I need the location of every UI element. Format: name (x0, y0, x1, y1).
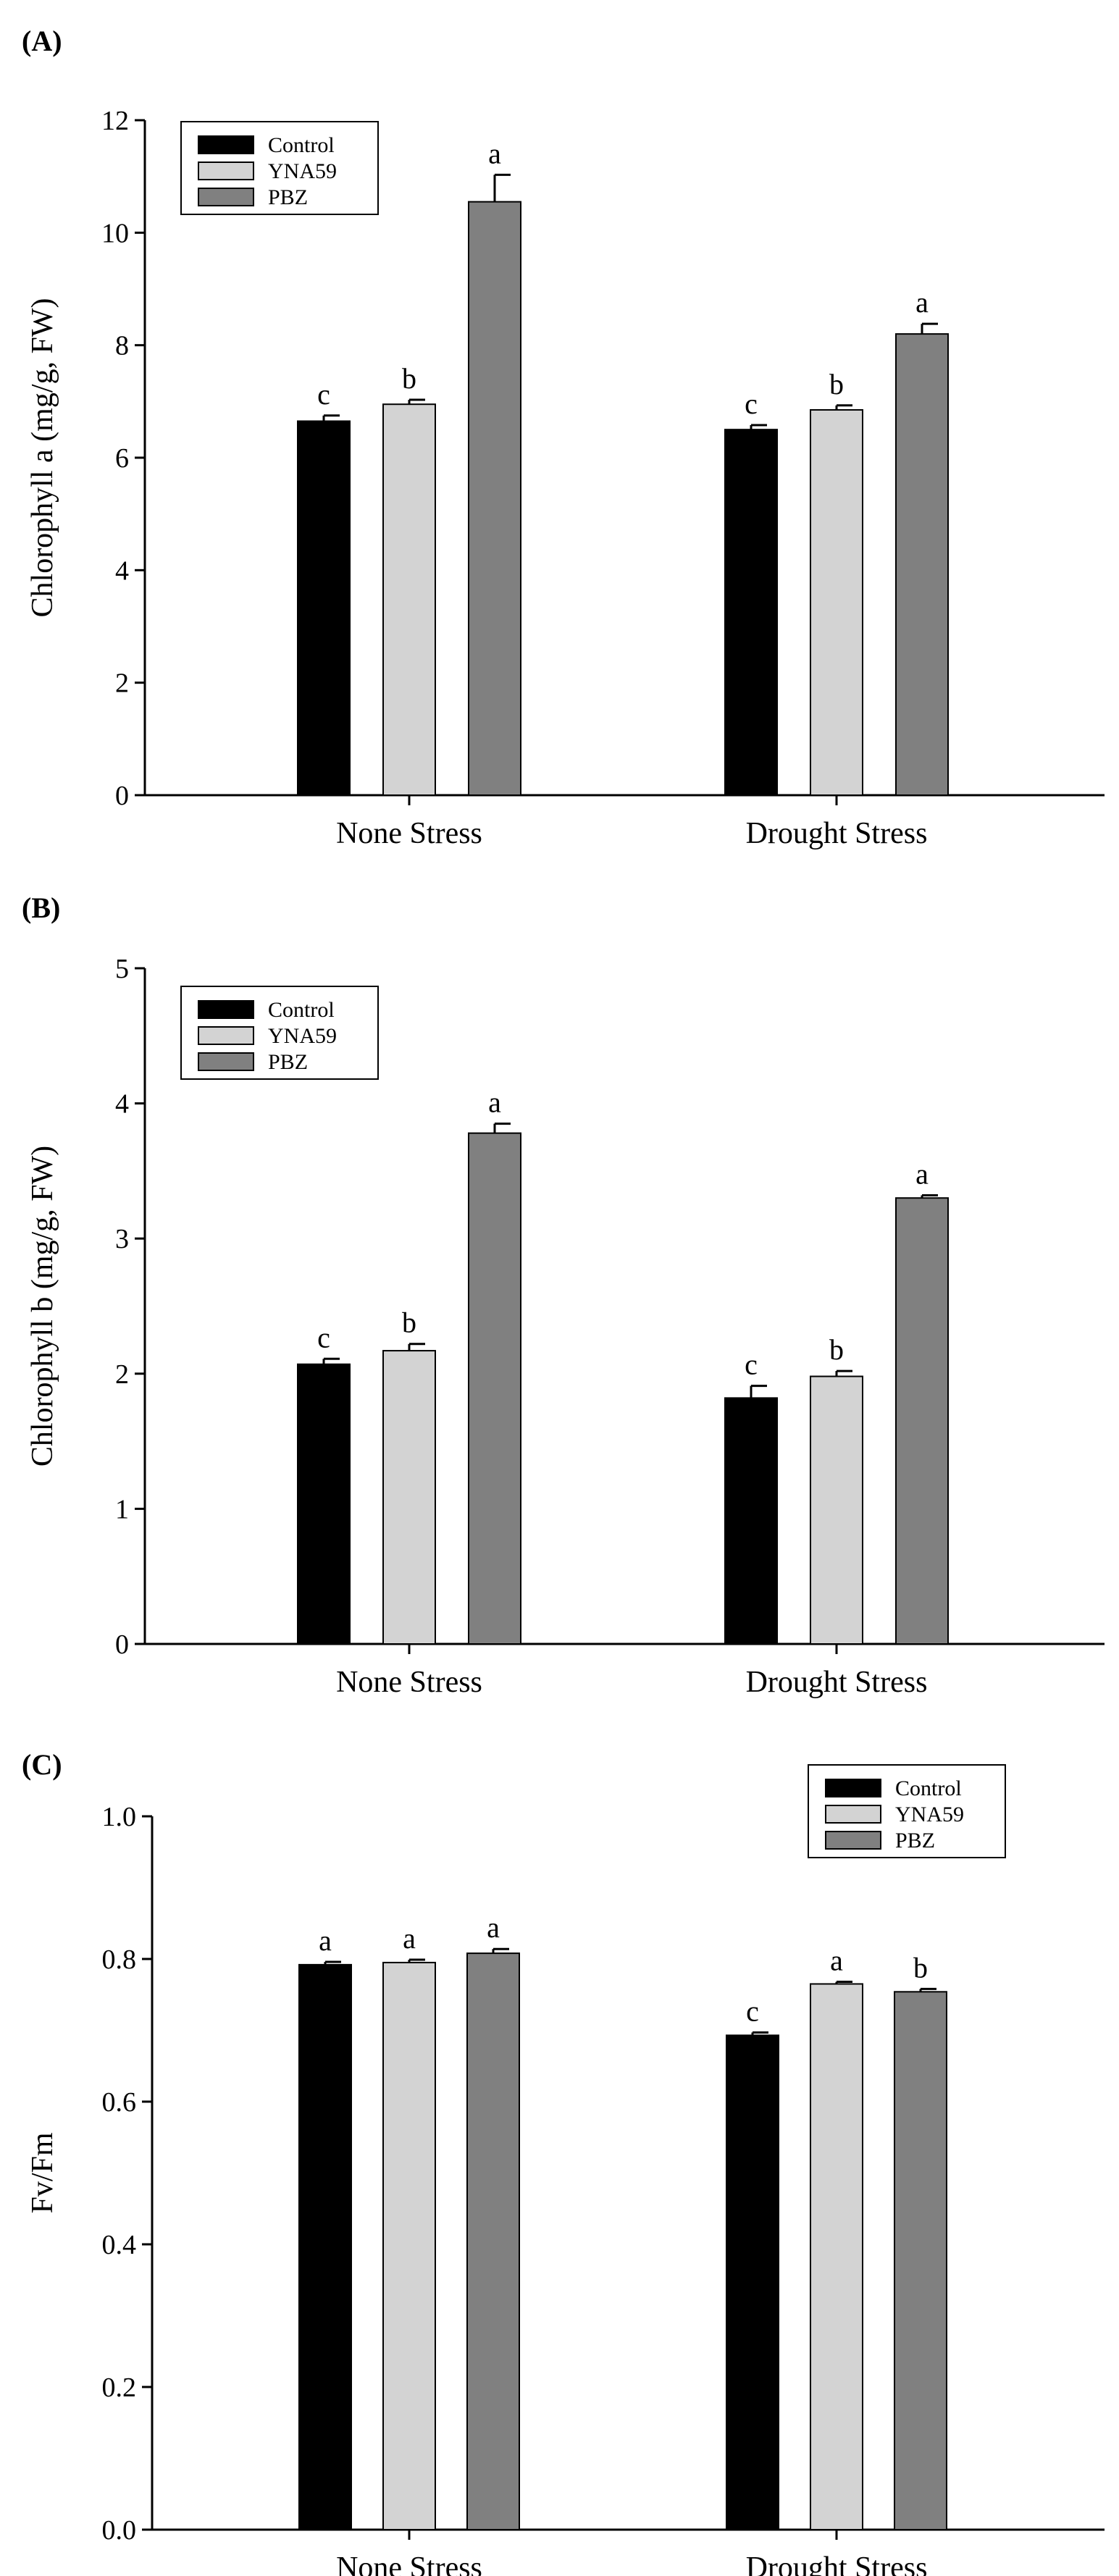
x-category-label: Drought Stress (746, 1666, 928, 1699)
significance-letter: c (317, 1321, 330, 1354)
legend-label: YNA59 (268, 159, 337, 183)
legend-swatch-control (198, 135, 254, 154)
y-tick-label: 0.8 (102, 1944, 137, 1975)
chart-panel-b: (B) 0 1 2 3 4 5 Chlorophyll b (mg/g, FW) None St… (22, 891, 1105, 1699)
significance-letter: b (829, 368, 844, 400)
bar-yna59-drought-stress (810, 1375, 863, 1645)
chart-panel-a: (A) 0 2 4 6 8 10 12 Chlorophyll a (mg/g, FW) None… (22, 25, 1105, 850)
legend-label: YNA59 (268, 1024, 337, 1048)
y-tick-label: 6 (115, 443, 129, 474)
legend-label: YNA59 (895, 1803, 964, 1826)
x-category-label: None Stress (336, 817, 482, 850)
legend-swatch-pbz (198, 1052, 254, 1071)
legend-label: PBZ (268, 185, 308, 209)
legend: Control YNA59 PBZ (808, 1764, 1006, 1858)
bar-yna59-none-stress (382, 1961, 436, 2531)
panel-label: (A) (22, 25, 62, 57)
y-tick-label: 12 (101, 106, 129, 136)
significance-letter: a (488, 137, 501, 169)
bar-pbz-none-stress (468, 1132, 521, 1645)
y-tick-label: 3 (115, 1224, 129, 1254)
legend-swatch-pbz (198, 188, 254, 206)
y-axis-title: Chlorophyll b (mg/g, FW) (26, 1146, 59, 1467)
x-category-label: Drought Stress (746, 2551, 928, 2576)
x-category-label: None Stress (336, 1666, 482, 1699)
y-tick-label: 0.4 (102, 2230, 137, 2260)
significance-letter: a (915, 286, 929, 319)
y-tick-label: 2 (115, 1359, 129, 1390)
y-tick-label: 0.0 (102, 2515, 137, 2546)
significance-letter: a (830, 1944, 843, 1977)
significance-letter: c (317, 378, 330, 411)
legend-label: Control (895, 1776, 962, 1800)
x-category-label: None Stress (336, 2551, 482, 2576)
significance-letter: c (746, 1994, 759, 2027)
y-tick-label: 5 (115, 954, 129, 984)
significance-letter: b (402, 1306, 416, 1339)
significance-letter: b (402, 362, 416, 395)
y-tick-label: 1.0 (102, 1802, 137, 1832)
bar-control-drought-stress (724, 1397, 778, 1645)
bar-yna59-drought-stress (810, 1983, 863, 2531)
panel-label: (C) (22, 1748, 62, 1781)
legend-swatch-yna59 (198, 1026, 254, 1045)
significance-letter: a (487, 1911, 500, 1944)
significance-letter: a (403, 1922, 416, 1955)
legend-swatch-control (825, 1779, 881, 1797)
bar-yna59-none-stress (382, 403, 436, 796)
significance-letter: a (488, 1086, 501, 1119)
bar-yna59-drought-stress (810, 408, 863, 796)
panel-label: (B) (22, 891, 60, 924)
significance-letter: c (745, 1348, 758, 1381)
legend-swatch-pbz (825, 1831, 881, 1850)
legend-label: PBZ (895, 1829, 935, 1853)
y-tick-label: 0 (115, 1629, 129, 1660)
y-axis-title: Chlorophyll a (mg/g, FW) (26, 298, 59, 618)
bar-yna59-none-stress (382, 1350, 436, 1645)
bar-pbz-none-stress (468, 201, 521, 797)
y-tick-label: 4 (115, 555, 129, 586)
legend-label: Control (268, 133, 335, 157)
x-category-label: Drought Stress (746, 817, 928, 850)
y-tick-label: 4 (115, 1089, 129, 1120)
significance-letter: c (745, 387, 758, 420)
significance-letter: a (915, 1157, 929, 1190)
legend-swatch-yna59 (825, 1805, 881, 1824)
legend-swatch-control (198, 1000, 254, 1019)
bar-pbz-drought-stress (895, 333, 949, 796)
bar-control-none-stress (298, 1963, 352, 2530)
bar-control-none-stress (297, 1363, 351, 1645)
bar-control-drought-stress (724, 429, 778, 797)
y-tick-label: 0.6 (102, 2087, 137, 2118)
significance-letter: a (319, 1924, 332, 1957)
bar-pbz-none-stress (466, 1952, 520, 2531)
legend-swatch-yna59 (198, 161, 254, 180)
y-tick-label: 1 (115, 1494, 129, 1524)
y-axis-title: Fv/Fm (26, 2132, 59, 2213)
significance-letter: b (913, 1951, 928, 1984)
bar-control-none-stress (297, 420, 351, 796)
y-tick-label: 10 (101, 218, 129, 248)
legend-label: Control (268, 998, 335, 1022)
significance-letter: b (829, 1333, 844, 1366)
legend-label: PBZ (268, 1050, 308, 1074)
chart-panel-c: (C) 0.0 0.2 0.4 0.6 0.8 1.0 Fv/Fm None Stress Dro… (22, 1748, 1105, 2576)
y-tick-label: 0 (115, 781, 129, 811)
bar-pbz-drought-stress (894, 1991, 947, 2531)
y-tick-label: 0.2 (102, 2372, 137, 2403)
bar-control-drought-stress (726, 2034, 779, 2530)
y-tick-label: 8 (115, 331, 129, 361)
bar-pbz-drought-stress (895, 1197, 949, 1645)
y-tick-label: 2 (115, 668, 129, 699)
